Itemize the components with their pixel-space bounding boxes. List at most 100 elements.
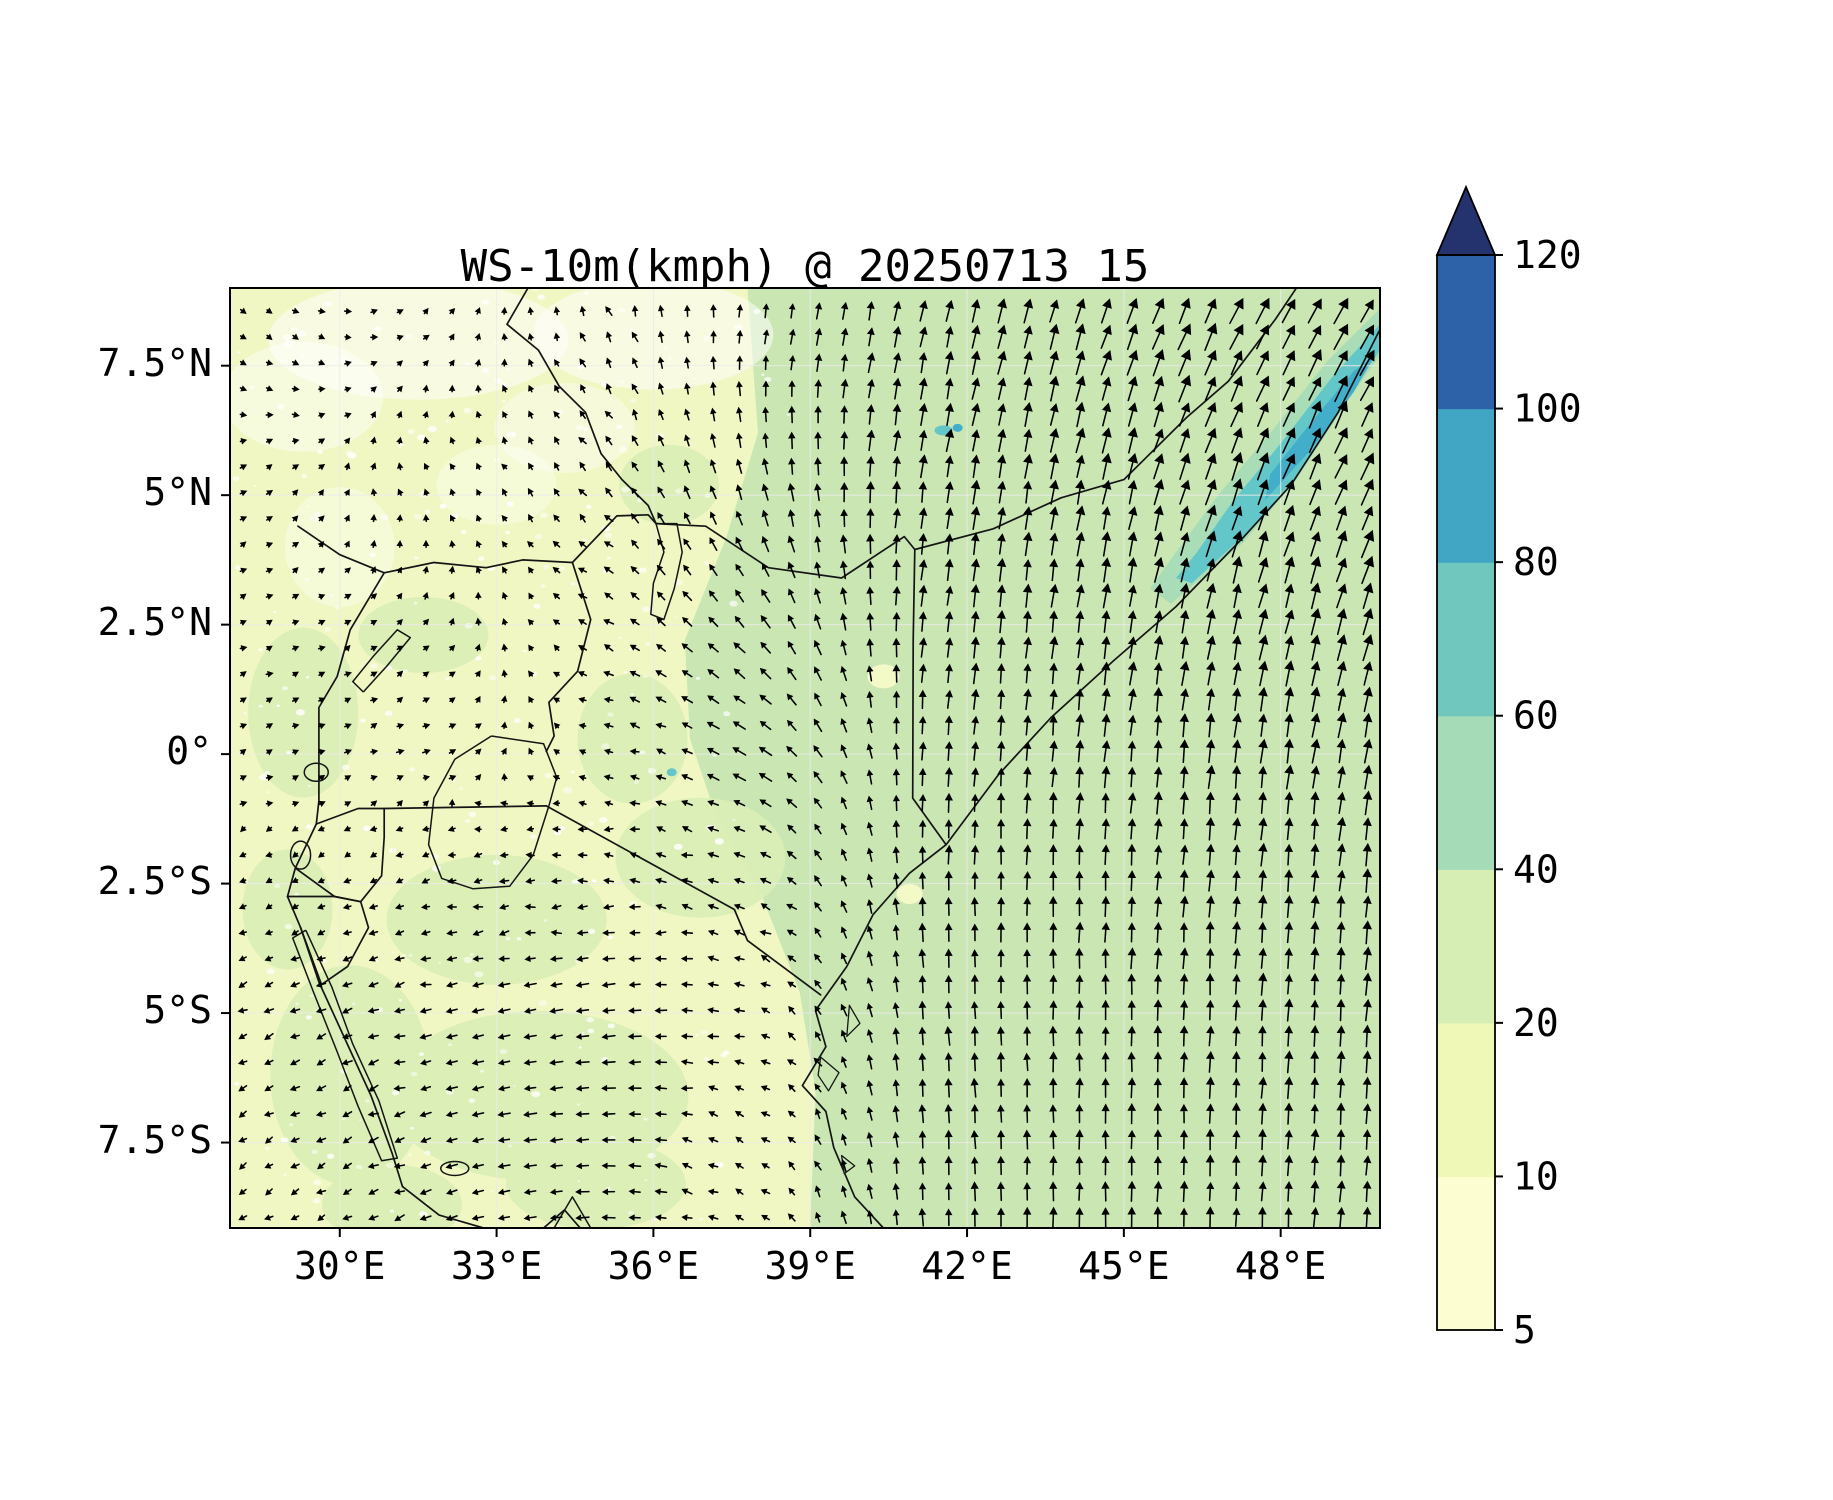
- wind-arrow: [893, 300, 902, 321]
- wind-arrow: [316, 955, 326, 962]
- wind-arrow: [918, 454, 928, 479]
- wind-arrow: [707, 643, 719, 653]
- wind-arrow: [265, 723, 274, 730]
- wind-arrow: [1179, 479, 1191, 505]
- wind-arrow: [474, 695, 481, 703]
- wind-arrow: [996, 557, 1007, 582]
- wind-arrow: [1310, 920, 1320, 944]
- wind-arrow: [579, 410, 586, 419]
- wind-arrow: [603, 748, 614, 755]
- wind-arrow: [1258, 1102, 1267, 1125]
- wind-arrow: [681, 799, 693, 807]
- wind-arrow: [654, 1084, 668, 1092]
- wind-arrow: [997, 1104, 1005, 1123]
- wind-arrow: [318, 723, 326, 730]
- wind-arrow: [368, 1214, 379, 1221]
- graticule: [230, 288, 1380, 1228]
- wind-arrow: [970, 1130, 979, 1150]
- wind-arrow: [1206, 999, 1215, 1021]
- wind-arrow: [631, 487, 639, 498]
- wind-arrow: [1126, 349, 1139, 376]
- wind-arrow: [1153, 583, 1164, 608]
- wind-arrow: [680, 1084, 694, 1092]
- wind-arrow: [1075, 479, 1085, 505]
- wind-arrow: [1023, 1077, 1032, 1098]
- wind-arrow: [1023, 636, 1032, 659]
- wind-arrow: [866, 1054, 874, 1070]
- wind-arrow: [1258, 817, 1268, 841]
- wind-arrow: [656, 591, 666, 601]
- wind-arrow: [447, 825, 456, 832]
- wind-arrow: [239, 671, 247, 678]
- wind-arrow: [970, 1103, 979, 1124]
- wind-arrow: [1127, 792, 1137, 814]
- wind-arrow: [317, 929, 326, 936]
- wind-arrow: [1075, 531, 1085, 557]
- wind-arrow: [370, 436, 377, 445]
- wind-arrow: [239, 516, 248, 523]
- fill-patch: [270, 965, 431, 1186]
- wind-arrow: [971, 377, 981, 400]
- wind-arrow: [342, 1162, 352, 1170]
- wind-arrow: [528, 592, 535, 600]
- wind-arrow: [553, 514, 560, 523]
- wind-arrow: [892, 559, 901, 581]
- wind-arrow: [1231, 451, 1244, 481]
- wind-arrow: [759, 929, 772, 937]
- wind-arrow: [631, 539, 639, 549]
- wind-arrow: [1049, 299, 1060, 323]
- wind-arrow: [1336, 816, 1347, 841]
- wind-arrow: [549, 1110, 564, 1118]
- wind-arrow: [813, 666, 822, 681]
- wind-arrow: [1284, 609, 1295, 634]
- wind-arrow: [1101, 818, 1111, 840]
- wind-arrow: [1308, 376, 1322, 401]
- wind-arrow: [602, 1007, 616, 1014]
- wind-arrow: [918, 741, 927, 761]
- wind-arrow: [1336, 1025, 1346, 1047]
- wind-arrow: [1258, 1128, 1267, 1151]
- wind-arrow: [944, 1078, 953, 1098]
- wind-arrow: [445, 1085, 459, 1092]
- wind-arrow: [367, 1110, 380, 1118]
- wind-arrow: [1256, 452, 1270, 481]
- wind-arrow: [291, 411, 300, 418]
- wind-arrow: [683, 408, 691, 421]
- wind-arrow: [866, 508, 875, 529]
- wind-arrow: [1049, 662, 1058, 685]
- wind-arrow: [1232, 1129, 1241, 1150]
- wind-arrow: [684, 382, 691, 395]
- wind-arrow: [1362, 817, 1372, 841]
- wind-arrow: [448, 333, 455, 341]
- wind-arrow: [813, 953, 822, 964]
- wind-arrow: [1336, 608, 1348, 636]
- wind-arrow: [1206, 1181, 1215, 1201]
- wind-arrow: [1075, 713, 1085, 737]
- wind-arrow: [1310, 634, 1321, 661]
- wind-arrow: [1310, 946, 1320, 970]
- wind-arrow: [318, 851, 325, 858]
- wind-arrow: [475, 462, 483, 470]
- wind-arrow: [631, 383, 639, 394]
- wind-arrow: [1153, 1051, 1163, 1073]
- island: [846, 1004, 861, 1038]
- wind-arrow: [1179, 660, 1190, 686]
- wind-arrow: [394, 903, 405, 910]
- wind-arrow: [370, 410, 376, 419]
- wind-arrow: [786, 877, 797, 885]
- wind-arrow: [788, 354, 796, 371]
- wind-arrow: [497, 981, 511, 989]
- wind-arrow: [1310, 1103, 1319, 1124]
- wind-arrow: [1101, 1207, 1110, 1228]
- wind-arrow: [239, 438, 248, 445]
- wind-arrow: [1359, 349, 1375, 376]
- wind-arrow: [1258, 947, 1267, 969]
- wind-arrow: [265, 774, 274, 782]
- wind-arrow: [892, 975, 900, 993]
- wind-arrow: [815, 1031, 822, 1042]
- wind-arrow: [733, 903, 745, 910]
- wind-arrow: [528, 462, 535, 471]
- wind-arrow: [343, 514, 350, 522]
- wind-arrow: [761, 535, 770, 553]
- wind-arrow: [1310, 999, 1320, 1021]
